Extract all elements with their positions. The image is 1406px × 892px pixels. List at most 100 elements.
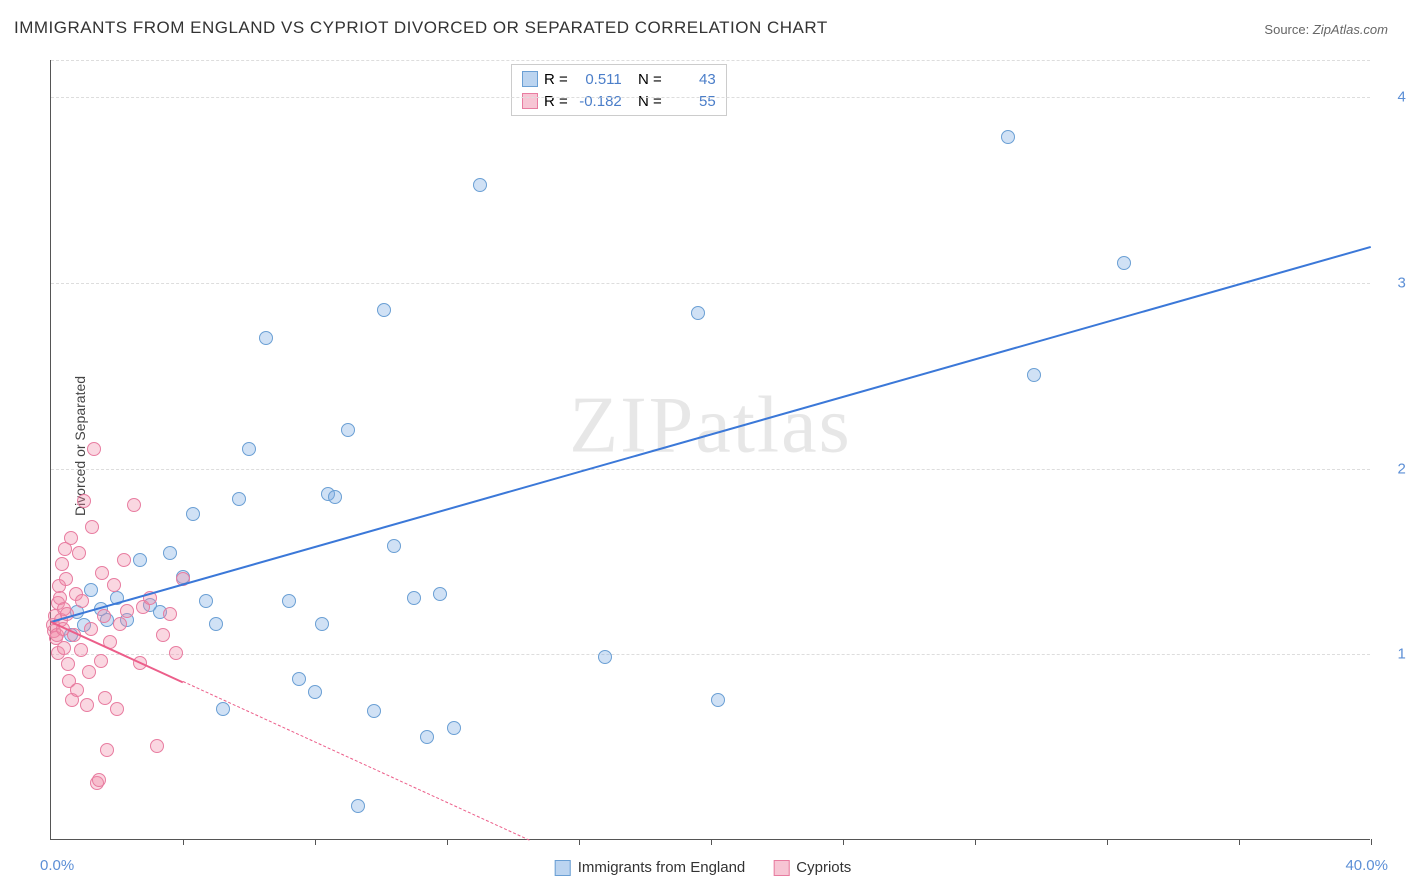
data-point-england — [711, 693, 725, 707]
data-point-cypriots — [110, 702, 124, 716]
trend-line-dashed — [183, 681, 530, 841]
data-point-cypriots — [64, 531, 78, 545]
data-point-cypriots — [98, 691, 112, 705]
swatch-cypriots-icon — [773, 860, 789, 876]
x-axis-start-label: 0.0% — [40, 857, 74, 874]
r-label: R = — [544, 71, 568, 88]
data-point-england — [341, 423, 355, 437]
data-point-cypriots — [156, 628, 170, 642]
source-attribution: Source: ZipAtlas.com — [1264, 22, 1388, 37]
legend-item-cypriots: Cypriots — [773, 859, 851, 876]
data-point-england — [292, 672, 306, 686]
y-tick-label: 10.0% — [1380, 646, 1406, 663]
x-tick — [1371, 839, 1372, 845]
source-value: ZipAtlas.com — [1313, 22, 1388, 37]
data-point-cypriots — [107, 578, 121, 592]
n-label: N = — [638, 93, 662, 110]
data-point-england — [216, 702, 230, 716]
x-tick — [447, 839, 448, 845]
legend-label-cypriots: Cypriots — [796, 859, 851, 876]
data-point-england — [232, 492, 246, 506]
data-point-cypriots — [55, 557, 69, 571]
gridline-h — [51, 97, 1370, 98]
data-point-cypriots — [84, 622, 98, 636]
chart-plot-area: ZIPatlas R = 0.511 N = 43 R = -0.182 N =… — [50, 60, 1370, 840]
data-point-cypriots — [72, 546, 86, 560]
data-point-cypriots — [61, 657, 75, 671]
data-point-cypriots — [75, 594, 89, 608]
x-tick — [579, 839, 580, 845]
y-tick-label: 20.0% — [1380, 460, 1406, 477]
swatch-england-icon — [555, 860, 571, 876]
data-point-england — [407, 591, 421, 605]
r-value-england: 0.511 — [574, 71, 622, 88]
data-point-england — [308, 685, 322, 699]
data-point-cypriots — [150, 739, 164, 753]
legend-row-england: R = 0.511 N = 43 — [522, 68, 716, 90]
data-point-cypriots — [87, 442, 101, 456]
data-point-england — [367, 704, 381, 718]
data-point-cypriots — [94, 654, 108, 668]
data-point-england — [259, 331, 273, 345]
swatch-england — [522, 71, 538, 87]
source-label: Source: — [1264, 22, 1309, 37]
data-point-cypriots — [70, 683, 84, 697]
gridline-h — [51, 60, 1370, 61]
n-label: N = — [638, 71, 662, 88]
series-legend: Immigrants from England Cypriots — [555, 859, 852, 876]
data-point-cypriots — [113, 617, 127, 631]
x-axis-end-label: 40.0% — [1345, 857, 1388, 874]
x-tick — [711, 839, 712, 845]
data-point-england — [242, 442, 256, 456]
r-value-cypriots: -0.182 — [574, 93, 622, 110]
data-point-england — [209, 617, 223, 631]
data-point-cypriots — [80, 698, 94, 712]
legend-item-england: Immigrants from England — [555, 859, 746, 876]
x-tick — [843, 839, 844, 845]
data-point-england — [328, 490, 342, 504]
data-point-england — [433, 587, 447, 601]
data-point-cypriots — [97, 609, 111, 623]
data-point-england — [282, 594, 296, 608]
r-label: R = — [544, 93, 568, 110]
data-point-england — [199, 594, 213, 608]
data-point-england — [1027, 368, 1041, 382]
data-point-cypriots — [169, 646, 183, 660]
legend-row-cypriots: R = -0.182 N = 55 — [522, 90, 716, 112]
legend-label-england: Immigrants from England — [578, 859, 746, 876]
swatch-cypriots — [522, 93, 538, 109]
data-point-england — [351, 799, 365, 813]
data-point-england — [447, 721, 461, 735]
n-value-cypriots: 55 — [668, 93, 716, 110]
data-point-cypriots — [117, 553, 131, 567]
y-tick-label: 30.0% — [1380, 274, 1406, 291]
trend-line — [51, 246, 1372, 623]
gridline-h — [51, 283, 1370, 284]
data-point-cypriots — [127, 498, 141, 512]
x-tick — [183, 839, 184, 845]
data-point-england — [377, 303, 391, 317]
data-point-cypriots — [85, 520, 99, 534]
data-point-england — [315, 617, 329, 631]
x-tick — [315, 839, 316, 845]
data-point-cypriots — [95, 566, 109, 580]
data-point-cypriots — [120, 604, 134, 618]
data-point-cypriots — [163, 607, 177, 621]
x-tick — [1107, 839, 1108, 845]
gridline-h — [51, 654, 1370, 655]
gridline-h — [51, 469, 1370, 470]
data-point-england — [473, 178, 487, 192]
data-point-cypriots — [59, 572, 73, 586]
data-point-cypriots — [74, 643, 88, 657]
x-tick — [975, 839, 976, 845]
data-point-cypriots — [82, 665, 96, 679]
data-point-england — [1001, 130, 1015, 144]
data-point-england — [420, 730, 434, 744]
data-point-england — [133, 553, 147, 567]
data-point-cypriots — [100, 743, 114, 757]
data-point-cypriots — [77, 494, 91, 508]
data-point-england — [1117, 256, 1131, 270]
data-point-cypriots — [57, 641, 71, 655]
data-point-cypriots — [92, 773, 106, 787]
chart-title: IMMIGRANTS FROM ENGLAND VS CYPRIOT DIVOR… — [14, 18, 828, 38]
